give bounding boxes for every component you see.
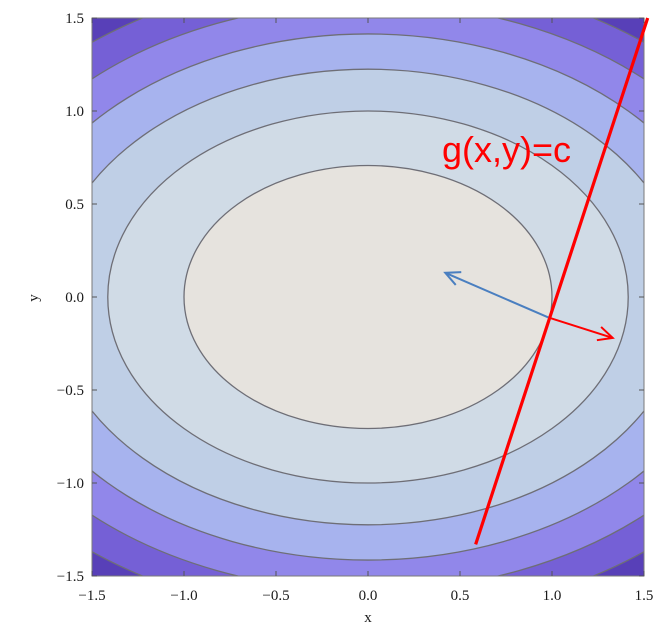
y-tick-label: −1.0 (57, 476, 84, 492)
x-tick-label: −0.5 (262, 588, 289, 604)
constraint-line (474, 17, 650, 545)
contour-line (107, 110, 629, 484)
gradient-f-arrow (443, 271, 549, 319)
y-tick-label: 0.0 (65, 290, 84, 306)
y-axis-ticks: −1.5 −1.0 −0.5 0.0 0.5 1.0 1.5 (57, 11, 644, 585)
y-axis-label: y (26, 294, 42, 302)
x-tick-label: −1.5 (78, 588, 105, 604)
x-tick-label: 1.5 (635, 588, 654, 604)
contour-band (184, 165, 552, 429)
x-tick-label: 1.0 (543, 588, 562, 604)
contour-line (92, 68, 644, 526)
constraint-label: g(x,y)=c (442, 129, 571, 170)
overlay (443, 17, 650, 545)
x-tick-label: −1.0 (170, 588, 197, 604)
contour-bands (92, 18, 644, 576)
x-tick-label: 0.0 (359, 588, 378, 604)
x-axis-label: x (364, 610, 372, 626)
gradient-g-arrow (548, 316, 615, 342)
y-tick-label: 1.0 (65, 104, 84, 120)
y-tick-label: 1.5 (65, 11, 84, 27)
y-tick-label: 0.5 (65, 197, 84, 213)
y-tick-label: −0.5 (57, 383, 84, 399)
y-tick-label: −1.5 (57, 569, 84, 585)
x-tick-label: 0.5 (451, 588, 470, 604)
contour-line (92, 33, 644, 561)
contour-line (183, 164, 553, 430)
contour-lines (92, 18, 644, 576)
x-axis-ticks: −1.5 −1.0 −0.5 0.0 0.5 1.0 1.5 (78, 18, 653, 604)
